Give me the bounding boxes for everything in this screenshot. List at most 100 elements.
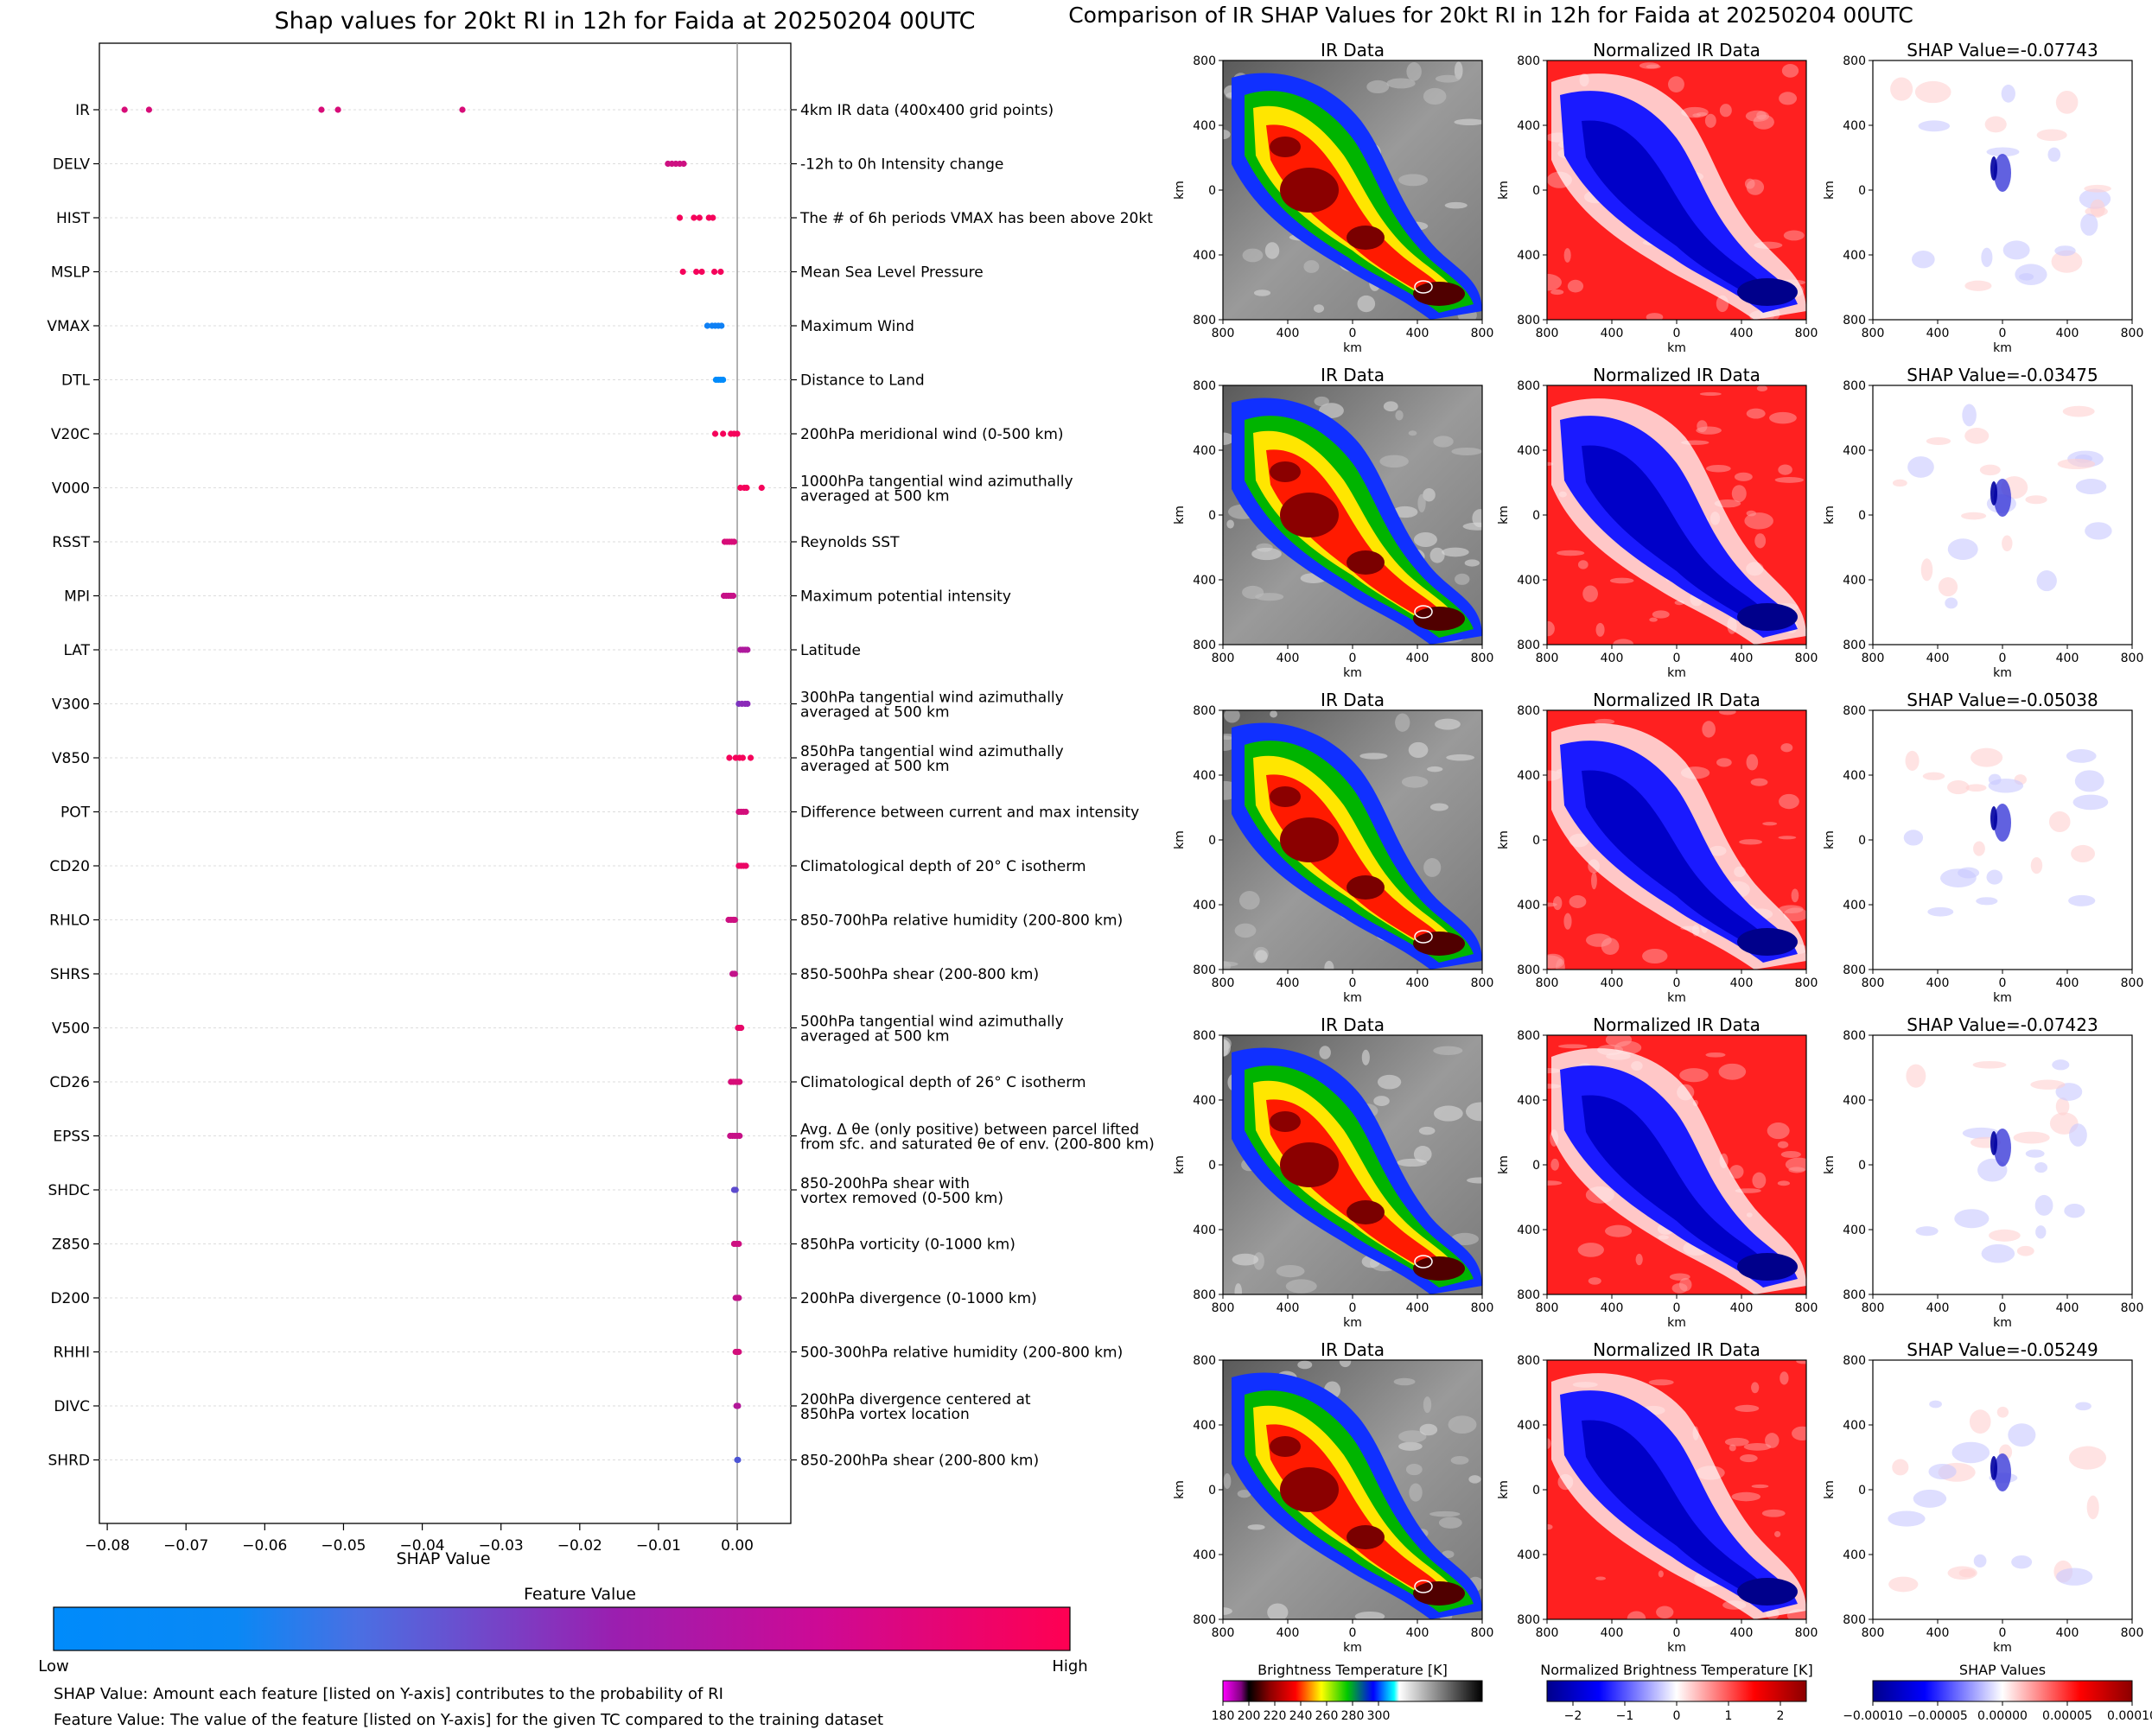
panel-x-axis-label: km: [1343, 991, 1362, 1005]
panel-y-axis-label: km: [1173, 1480, 1187, 1499]
colorbar-gradient: [1872, 1680, 2133, 1702]
feature-row: V000 1000hPa tangential wind azimuthallya…: [52, 474, 1073, 506]
feature-row: IR 4km IR data (400x400 grid points): [75, 102, 1054, 119]
norm-texture: [1746, 179, 1765, 195]
panel-y-tick-label: 800: [1843, 1029, 1866, 1043]
shap-panel: SHAP Value=-0.03475800800400400004004008…: [1823, 365, 2143, 680]
panel-x-tick-label: 800: [1795, 327, 1818, 340]
norm-cold-core: [1737, 603, 1798, 631]
shap-attribution-blob: [1961, 512, 1987, 520]
feature-row: V850 850hPa tangential wind azimuthallyav…: [52, 743, 1064, 775]
ir-core-darkred: [1413, 607, 1465, 631]
panel-image: [1873, 710, 2132, 970]
colorbar-tick-label: 1: [1725, 1709, 1733, 1723]
panel-x-axis-label: km: [1993, 1641, 2012, 1655]
ir-cloud-texture: [1234, 923, 1257, 938]
x-axis-ticks: −0.08 −0.07 −0.06 −0.05 −0.04 −0.03 −0.02 −0.01…: [85, 1523, 754, 1555]
shap-point: [711, 268, 718, 276]
shap-attribution-blob: [1954, 1209, 1990, 1229]
panel-y-tick-label: 800: [1517, 314, 1540, 327]
norm-texture: [1697, 420, 1708, 433]
colorbar-label: SHAP Values: [1959, 1662, 2046, 1678]
panel-y-tick-label: 0: [1532, 834, 1540, 848]
shap-point: [334, 106, 341, 113]
norm-texture: [1774, 1530, 1781, 1537]
panel-y-tick-label: 0: [1532, 1159, 1540, 1173]
shap-point: [710, 214, 716, 221]
shap-point: [735, 1402, 742, 1409]
shap-attribution-blob: [1892, 479, 1907, 487]
norm-texture: [1762, 822, 1778, 826]
panel-image: [1873, 60, 2132, 320]
feature-description-label: Climatological depth of 20° C isotherm: [800, 858, 1086, 875]
feature-name-label: EPSS: [53, 1129, 90, 1146]
feature-description-label: 850hPa vorticity (0-1000 km): [800, 1237, 1016, 1254]
feature-description-label: Avg. Δ θe (only positive) between parcel…: [800, 1122, 1139, 1139]
norm-texture: [1781, 63, 1799, 78]
x-tick-label: −0.05: [321, 1537, 366, 1555]
panel-y-tick-label: 400: [1517, 1094, 1540, 1108]
norm-texture: [1704, 113, 1716, 128]
colorbar-tick-label: 200: [1238, 1709, 1261, 1723]
feature-name-label: DTL: [61, 372, 90, 390]
ir-cloud-texture: [1466, 1102, 1482, 1122]
shap-attribution-blob: [1907, 456, 1934, 478]
panel-x-tick-label: 800: [1212, 327, 1235, 340]
panel-x-tick-label: 400: [1277, 1626, 1300, 1640]
panel-x-tick-label: 0: [1349, 976, 1357, 990]
ir-cloud-texture: [1253, 289, 1271, 296]
panel-y-tick-label: 400: [1193, 1094, 1216, 1108]
feature-name-label: RHHI: [54, 1345, 90, 1362]
ir-cloud-texture: [1444, 201, 1468, 209]
panel-x-axis-label: km: [1343, 341, 1362, 355]
shap-point: [696, 214, 703, 221]
shap-point: [121, 106, 128, 113]
panel-image: [1873, 1360, 2132, 1619]
norm-texture: [1778, 464, 1792, 475]
panel-x-tick-label: 0: [1349, 1301, 1357, 1315]
shap-attribution-blob: [2001, 84, 2015, 103]
norm-texture: [1639, 62, 1659, 69]
panel-x-tick-label: 800: [1862, 327, 1885, 340]
ir-cloud-texture: [1377, 1074, 1402, 1090]
shap-attribution-blob: [1912, 250, 1935, 269]
panel-y-tick-label: 400: [1843, 444, 1866, 458]
ir-cloud-texture: [1398, 174, 1429, 187]
panel-y-tick-label: 0: [1532, 1484, 1540, 1498]
ir-cloud-texture: [1238, 891, 1260, 910]
norm-texture: [1777, 1141, 1789, 1148]
panel-x-tick-label: 400: [1926, 327, 1950, 340]
panel-y-tick-label: 800: [1517, 1288, 1540, 1302]
ir-cloud-texture: [1423, 87, 1447, 105]
colorbar-tick-label: 300: [1367, 1709, 1391, 1723]
panel-x-axis-label: km: [1667, 1641, 1686, 1655]
feature-name-label: SHRS: [50, 966, 90, 983]
norm-texture: [1658, 1570, 1664, 1578]
panel-y-tick-label: 800: [1843, 704, 1866, 718]
shap-attribution-blob: [1922, 772, 1945, 780]
norm-texture: [1699, 391, 1722, 397]
ir-cloud-texture: [1454, 118, 1482, 125]
shap-attribution-blob: [2008, 1423, 2036, 1447]
shap-point: [693, 268, 700, 276]
colorbar-tick-label: 0.00005: [2042, 1709, 2092, 1723]
norm-cold-core: [1737, 1578, 1798, 1606]
ir-cloud-texture: [1226, 519, 1234, 529]
panel-title: Normalized IR Data: [1593, 1014, 1760, 1035]
panel-x-tick-label: 800: [1471, 1626, 1494, 1640]
ir-eye-outline: [1414, 280, 1433, 294]
colorbar-tick-label: −0.00005: [1907, 1709, 1968, 1723]
norm-texture: [1595, 1576, 1607, 1580]
norm-texture: [1547, 274, 1562, 291]
feature-name-label: CD26: [49, 1074, 90, 1091]
shap-point: [742, 862, 749, 869]
norm-texture: [1652, 610, 1670, 619]
feature-name-label: V850: [52, 750, 90, 767]
feature-description-label: Latitude: [800, 642, 861, 659]
norm-texture: [1552, 896, 1563, 911]
panel-title: IR Data: [1321, 40, 1385, 60]
x-tick-label: −0.04: [400, 1537, 445, 1555]
shap-attribution-blob: [2013, 1131, 2050, 1144]
feature-description-label: 200hPa divergence centered at: [800, 1391, 1031, 1409]
